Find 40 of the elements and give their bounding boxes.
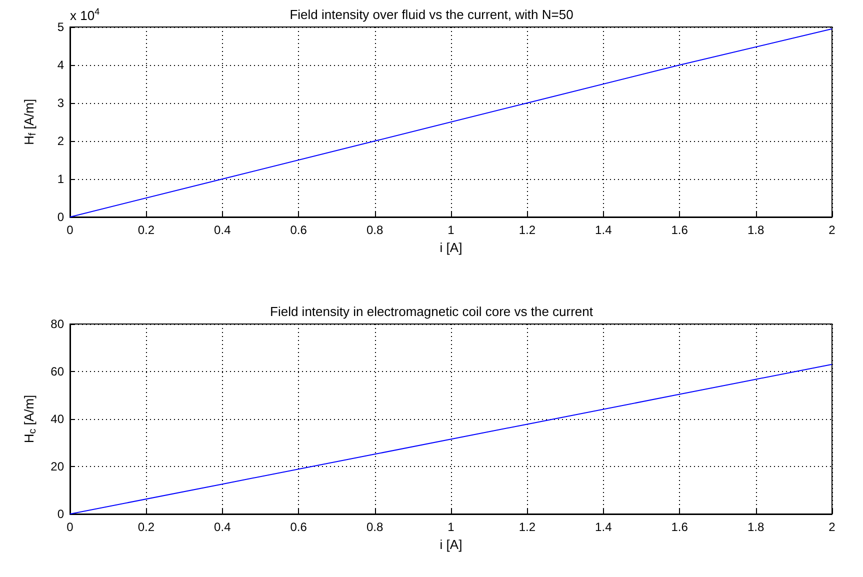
x-axis-title: i [A] (440, 536, 462, 552)
y-tick-label: 4 (57, 58, 64, 72)
x-tick-label: 1.4 (595, 520, 612, 534)
y-tick-label: 80 (50, 317, 64, 331)
chart-title: Field intensity in electromagnetic coil core vs the current (270, 304, 594, 319)
x-tick-label: 2 (828, 223, 836, 237)
x-tick-label: 1.8 (747, 520, 764, 534)
x-tick-label: 1.2 (518, 223, 536, 237)
x-tick-label: 1.2 (518, 520, 536, 534)
x-tick-label: 0.6 (290, 520, 308, 534)
x-tick-label: 2 (828, 520, 836, 534)
y-tick-label: 20 (50, 460, 64, 474)
x-tick-label: 1.8 (747, 223, 764, 237)
y-axis-title: Hf [A/m] (22, 98, 38, 146)
x-tick-label: 0 (66, 223, 74, 237)
x-tick-label: 1.6 (671, 223, 688, 237)
x-tick-label: 0.4 (214, 520, 232, 534)
x-tick-label: 1.4 (595, 223, 612, 237)
line-series (70, 28, 832, 218)
x-tick-label: 1.6 (671, 520, 688, 534)
y-axis-title: Hc [A/m] (22, 394, 38, 444)
y-tick-label: 3 (57, 96, 64, 110)
x-tick-label: 0.8 (366, 223, 384, 237)
y-tick-label: 1 (57, 172, 64, 186)
x-tick-label: 0.6 (290, 223, 308, 237)
y-tick-label: 40 (50, 412, 64, 426)
x-tick-label: 0 (66, 520, 74, 534)
x-tick-label: 1 (448, 223, 455, 237)
x-tick-label: 1 (448, 520, 455, 534)
x-tick-label: 0.2 (138, 223, 155, 237)
y-tick-label: 60 (50, 364, 64, 378)
y-tick-label: 0 (57, 210, 64, 224)
x-tick-label: 0.8 (366, 520, 384, 534)
y-tick-label: 2 (57, 134, 64, 148)
y-tick-label: 5 (57, 20, 64, 34)
x-tick-label: 0.2 (138, 520, 155, 534)
x-axis-title: i [A] (440, 240, 462, 255)
y-tick-label: 0 (57, 507, 64, 521)
x-tick-label: 0.4 (214, 223, 232, 237)
chart-title: Field intensity over fluid vs the current, with N=50 (290, 7, 574, 22)
